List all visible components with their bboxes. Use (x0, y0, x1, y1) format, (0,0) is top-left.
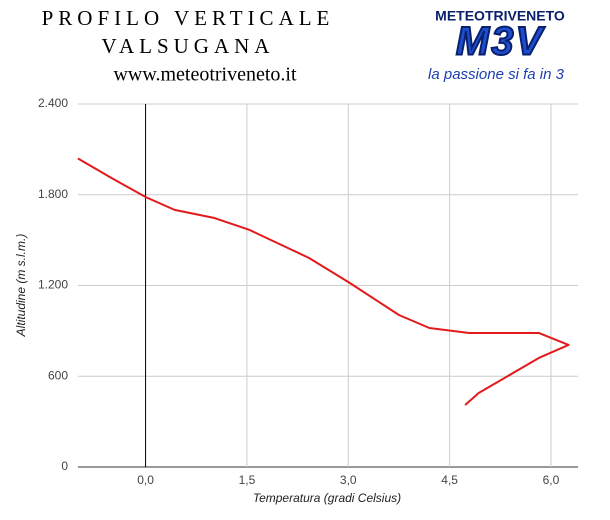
logo-mark: M3V (456, 20, 546, 64)
logo-name: METEOTRIVENETO (435, 8, 565, 24)
line-series (77, 157, 570, 406)
chart-title: PROFILO VERTICALE (42, 6, 335, 30)
chart-subtitle: VALSUGANA (102, 34, 275, 58)
x-axis-label: Temperatura (gradi Celsius) (253, 491, 401, 505)
x-tick-label: 3,0 (340, 473, 357, 487)
y-tick-label: 0 (61, 459, 68, 473)
y-tick-label: 2.400 (38, 96, 68, 110)
website: www.meteotriveneto.it (113, 64, 297, 86)
x-tick-label: 6,0 (543, 473, 560, 487)
logo-tagline: la passione si fa in 3 (428, 66, 565, 83)
y-tick-label: 600 (48, 368, 68, 382)
x-tick-label: 1,5 (239, 473, 256, 487)
y-tick-label: 1.200 (38, 278, 68, 292)
y-tick-label: 1.800 (38, 187, 68, 201)
y-axis-label: Altitudine (m s.l.m.) (14, 234, 28, 338)
x-tick-label: 4,5 (441, 473, 458, 487)
x-tick-label: 0,0 (137, 473, 154, 487)
